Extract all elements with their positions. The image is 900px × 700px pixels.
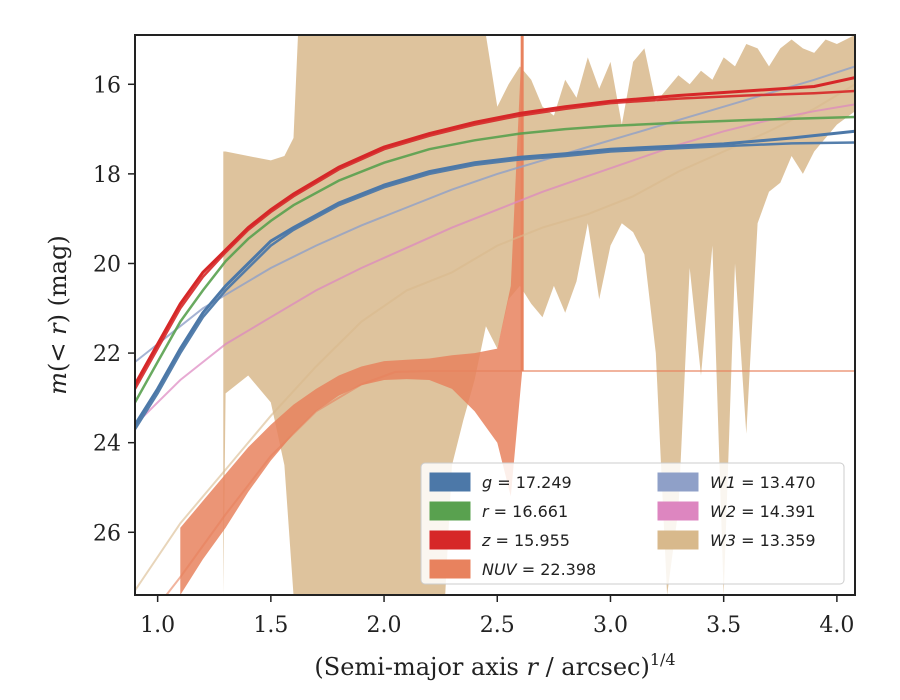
- g-series-line: [135, 141, 855, 430]
- legend-swatch-w2: [657, 501, 699, 521]
- w2-series-line: [135, 103, 855, 426]
- legend-swatch-z: [429, 530, 471, 550]
- z-series-line: [135, 89, 855, 390]
- x-axis-label: (Semi-major axis r / arcsec)1/4: [314, 650, 675, 681]
- x-tick-label: 1.0: [140, 613, 175, 638]
- legend-label-w3: W3 = 13.359: [710, 531, 816, 550]
- legend-frame: [420, 462, 845, 585]
- x-tick-label: 3.5: [706, 613, 741, 638]
- legend-swatch-w1: [657, 472, 699, 492]
- legend-swatch-nuv: [429, 559, 471, 579]
- y-tick-label: 20: [93, 252, 121, 277]
- x-tick-label: 1.5: [253, 613, 288, 638]
- g-upper-curve: [135, 129, 855, 426]
- legend-label-r: r = 16.661: [482, 502, 568, 521]
- legend-label-w1: W1 = 13.470: [710, 473, 816, 492]
- x-tick-label: 2.5: [480, 613, 515, 638]
- z-upper-curve: [135, 76, 855, 386]
- y-tick-label: 16: [93, 73, 121, 98]
- w3-uncertainty-band: [223, 35, 855, 595]
- x-tick-label: 3.0: [593, 613, 628, 638]
- legend: g = 17.249 r = 16.661 z = 15.955 NUV = 22.3…: [420, 462, 845, 585]
- legend-label-z: z = 15.955: [481, 531, 570, 550]
- nuv-series-line: [165, 370, 855, 595]
- y-axis: 16 18 20 22 24 26: [93, 73, 135, 546]
- legend-label-nuv: NUV = 22.398: [482, 560, 596, 579]
- y-tick-label: 26: [93, 521, 121, 546]
- x-axis: 1.0 1.5 2.0 2.5 3.0 3.5 4.0: [140, 595, 854, 638]
- x-tick-label: 4.0: [819, 613, 854, 638]
- y-axis-label: m(< r) (mag): [44, 235, 72, 395]
- legend-label-g: g = 17.249: [482, 473, 572, 492]
- legend-label-w2: W2 = 14.391: [710, 502, 816, 521]
- x-tick-label: 2.0: [367, 613, 402, 638]
- y-tick-label: 18: [93, 163, 121, 188]
- nuv-uncertainty-band: [180, 35, 523, 595]
- w1-series-line: [135, 65, 855, 363]
- legend-swatch-g: [429, 472, 471, 492]
- legend-swatch-w3: [657, 530, 699, 550]
- legend-swatch-r: [429, 501, 471, 521]
- plot-frame: [134, 34, 856, 596]
- y-tick-label: 22: [93, 342, 121, 367]
- y-tick-label: 24: [93, 432, 121, 457]
- r-series-line: [135, 115, 855, 404]
- plot-area: [135, 35, 855, 595]
